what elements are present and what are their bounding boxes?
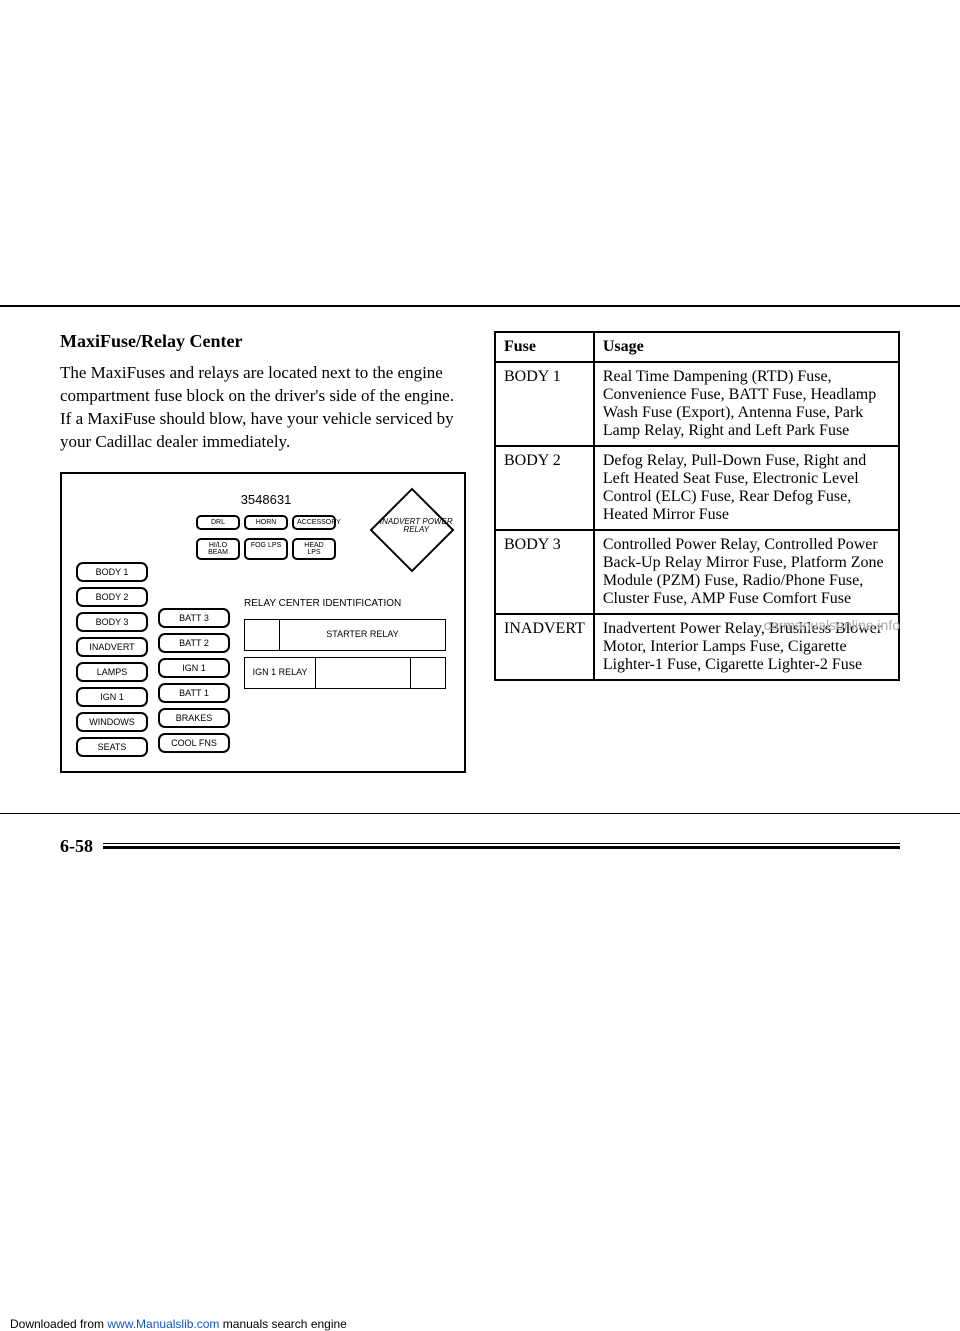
- diamond-label: INADVERT POWER RELAY: [376, 518, 456, 534]
- ign1-relay-row: IGN 1 RELAY: [244, 657, 446, 689]
- page-number: 6-58: [60, 836, 93, 857]
- th-usage: Usage: [594, 332, 899, 362]
- fuse-name-cell: BODY 3: [495, 530, 594, 614]
- table-header-row: Fuse Usage: [495, 332, 899, 362]
- watermark-right: carmanualsonline.info: [764, 617, 900, 633]
- footer-rule: [103, 843, 900, 849]
- page: MaxiFuse/Relay Center The MaxiFuses and …: [0, 0, 960, 1117]
- maxi-fuse: BODY 3: [76, 612, 148, 632]
- maxi-fuse: BATT 1: [158, 683, 230, 703]
- download-tail: manuals search engine: [219, 1317, 346, 1331]
- download-footer: Downloaded from www.Manualslib.com manua…: [0, 1317, 960, 1331]
- part-number: 3548631: [154, 492, 378, 507]
- maxi-fuse: BATT 2: [158, 633, 230, 653]
- body-text: The MaxiFuses and relays are located nex…: [60, 362, 466, 454]
- small-fuse: FOG LPS: [244, 538, 288, 560]
- fuse-column-mid: BATT 3 BATT 2 IGN 1 BATT 1 BRAKES COOL FNS: [158, 608, 230, 757]
- maxi-fuse: BODY 2: [76, 587, 148, 607]
- download-text: Downloaded from: [10, 1317, 107, 1331]
- right-column: Fuse Usage BODY 1Real Time Dampening (RT…: [494, 331, 900, 773]
- fuse-usage-cell: Controlled Power Relay, Controlled Power…: [594, 530, 899, 614]
- maxi-fuse: BODY 1: [76, 562, 148, 582]
- content-band: MaxiFuse/Relay Center The MaxiFuses and …: [0, 305, 960, 814]
- maxi-fuse: LAMPS: [76, 662, 148, 682]
- relay-id-area: RELAY CENTER IDENTIFICATION STARTER RELA…: [244, 562, 446, 757]
- starter-relay-row: STARTER RELAY: [244, 619, 446, 651]
- download-link[interactable]: www.Manualslib.com: [107, 1317, 219, 1331]
- small-fuse: ACCESSORY: [292, 515, 336, 530]
- relay-center-title: RELAY CENTER IDENTIFICATION: [244, 598, 446, 609]
- maxi-fuse: BATT 3: [158, 608, 230, 628]
- inadvert-relay-diamond: INADVERT POWER RELAY: [370, 487, 455, 572]
- fuse-name-cell: INADVERT: [495, 614, 594, 680]
- maxi-fuse: WINDOWS: [76, 712, 148, 732]
- fuse-usage-cell: Real Time Dampening (RTD) Fuse, Convenie…: [594, 362, 899, 446]
- maxi-fuse: IGN 1: [158, 658, 230, 678]
- th-fuse: Fuse: [495, 332, 594, 362]
- ign1-relay-label: IGN 1 RELAY: [245, 658, 316, 688]
- small-fuse: HEAD LPS: [292, 538, 336, 560]
- table-row: BODY 3Controlled Power Relay, Controlled…: [495, 530, 899, 614]
- starter-relay-label: STARTER RELAY: [280, 620, 445, 650]
- page-footer: 6-58: [0, 814, 960, 857]
- maxi-fuse: SEATS: [76, 737, 148, 757]
- table-row: BODY 1Real Time Dampening (RTD) Fuse, Co…: [495, 362, 899, 446]
- small-fuse: HORN: [244, 515, 288, 530]
- fuse-name-cell: BODY 2: [495, 446, 594, 530]
- section-title: MaxiFuse/Relay Center: [60, 331, 466, 352]
- maxi-fuse: IGN 1: [76, 687, 148, 707]
- left-column: MaxiFuse/Relay Center The MaxiFuses and …: [60, 331, 466, 773]
- maxi-fuse: COOL FNS: [158, 733, 230, 753]
- maxi-fuse: BRAKES: [158, 708, 230, 728]
- table-row: BODY 2Defog Relay, Pull-Down Fuse, Right…: [495, 446, 899, 530]
- maxi-fuse: INADVERT: [76, 637, 148, 657]
- fuse-name-cell: BODY 1: [495, 362, 594, 446]
- fuse-usage-cell: Defog Relay, Pull-Down Fuse, Right and L…: [594, 446, 899, 530]
- small-fuse: DRL: [196, 515, 240, 530]
- fuse-diagram: 3548631 DRL HORN ACCESSORY HI/LO BEAMFOG L…: [60, 472, 466, 773]
- small-fuse-row-2: HI/LO BEAMFOG LPSHEAD LPS: [154, 538, 378, 560]
- small-fuse: HI/LO BEAM: [196, 538, 240, 560]
- small-fuse-row-1: DRL HORN ACCESSORY: [154, 515, 378, 530]
- fuse-column-left: BODY 1 BODY 2 BODY 3 INADVERT LAMPS IGN 1 WIND…: [76, 562, 148, 757]
